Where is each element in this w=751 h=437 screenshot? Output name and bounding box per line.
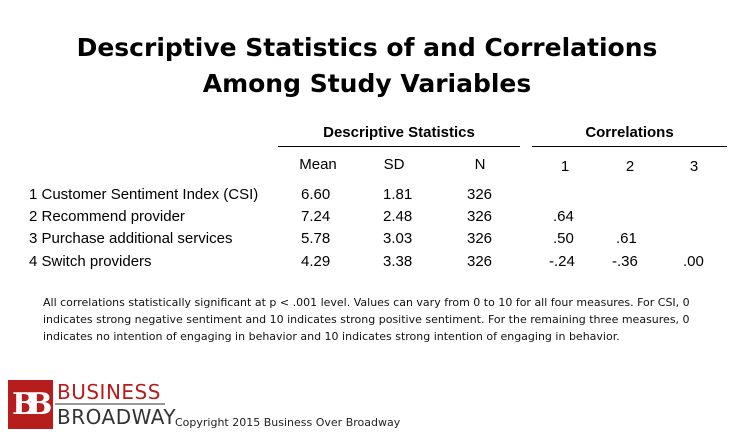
cell-sd: 1.81 [383, 186, 413, 203]
cell-corr-3: .00 [683, 253, 704, 270]
cell-mean: 7.24 [301, 208, 331, 225]
col-header-1: 1 [560, 158, 570, 175]
descriptive-header-rule [278, 146, 520, 147]
cell-sd: 2.48 [383, 208, 413, 225]
col-header-3: 3 [689, 158, 699, 175]
col-header-2: 2 [625, 158, 635, 175]
cell-n: 326 [467, 253, 493, 270]
cell-corr-2: -.36 [612, 253, 638, 270]
cell-n: 326 [467, 186, 493, 203]
correlations-header-rule [532, 146, 727, 147]
table-footnote: All correlations statistically significa… [43, 296, 690, 343]
cell-n: 326 [467, 230, 493, 247]
logo-text-business: BUSINESS [57, 380, 161, 404]
cell-corr-1: -.24 [549, 253, 575, 270]
row-label: 4 Switch providers [29, 253, 152, 270]
copyright-text: Copyright 2015 Business Over Broadway [175, 416, 401, 429]
business-broadway-logo: B B BUSINESS BROADWAY [8, 380, 176, 429]
cell-corr-1: .64 [553, 208, 574, 225]
cell-sd: 3.38 [383, 253, 413, 270]
col-header-n: N [474, 156, 486, 173]
cell-sd: 3.03 [383, 230, 413, 247]
descriptive-statistics-header: Descriptive Statistics [323, 124, 475, 141]
logo-divider [55, 403, 165, 405]
correlations-header: Correlations [585, 124, 674, 141]
cell-mean: 6.60 [301, 186, 331, 203]
logo-text-broadway: BROADWAY [57, 405, 177, 429]
col-header-sd: SD [383, 156, 405, 173]
cell-mean: 4.29 [301, 253, 331, 270]
cell-corr-1: .50 [553, 230, 574, 247]
cell-mean: 5.78 [301, 230, 331, 247]
title-line-2: Among Study Variables [202, 69, 532, 98]
row-label: 3 Purchase additional services [29, 230, 233, 247]
col-header-mean: Mean [299, 156, 337, 173]
bb-logo-icon: B B [8, 380, 53, 429]
cell-corr-2: .61 [616, 230, 637, 247]
row-label: 2 Recommend provider [29, 208, 185, 225]
cell-n: 326 [467, 208, 493, 225]
page-title: Descriptive Statistics of and Correlatio… [0, 30, 734, 102]
title-line-1: Descriptive Statistics of and Correlatio… [76, 33, 658, 62]
row-label: 1 Customer Sentiment Index (CSI) [29, 186, 259, 203]
